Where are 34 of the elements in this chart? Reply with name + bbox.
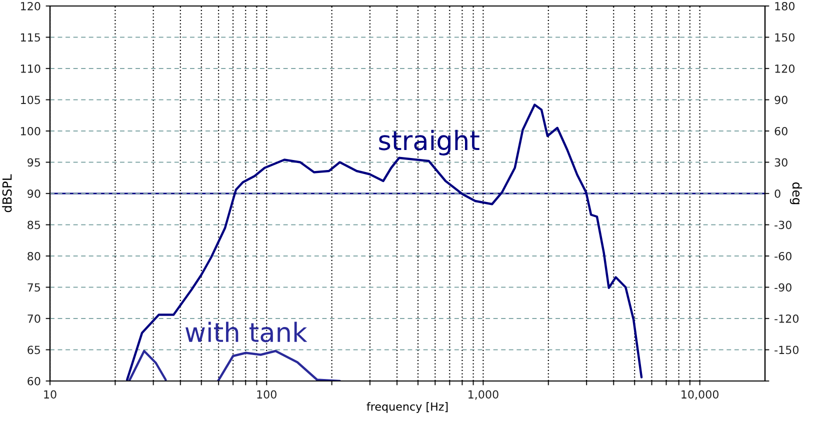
y-tick-label: 85 (28, 220, 40, 230)
y2-tick-label: -90 (774, 283, 792, 292)
y-tick-label: 75 (28, 283, 40, 292)
y2-tick-label: 120 (775, 64, 794, 73)
y-tick-label: 105 (20, 96, 40, 104)
y2-tick-label: 60 (774, 126, 788, 136)
y-axis-title: dBSPL (2, 174, 12, 212)
y2-axis-title: deg (790, 182, 802, 204)
y-tick-label: 100 (20, 126, 40, 136)
y-tick-label: 70 (28, 314, 40, 323)
y-tick-label: 60 (28, 376, 40, 386)
y-tick-label: 120 (20, 2, 40, 10)
x-axis-title: frequency [Hz] (366, 402, 448, 413)
x-tick-label: 1,000 (468, 390, 498, 400)
y-tick-label: 95 (28, 158, 40, 167)
y2-tick-label: 30 (774, 158, 788, 167)
x-tick-label: 10,000 (682, 390, 718, 400)
y-tick-label: 90 (28, 189, 40, 198)
y2-tick-label: -150 (774, 346, 799, 354)
series-label: straight (379, 130, 480, 156)
y2-tick-label: 180 (775, 2, 794, 10)
series-label: with tank (186, 322, 308, 342)
y-tick-label: 110 (20, 64, 40, 73)
y2-tick-label: -120 (774, 314, 799, 323)
y2-tick-label: 150 (775, 33, 794, 42)
y2-tick-label: 0 (774, 189, 780, 198)
y-tick-label: 115 (20, 33, 40, 42)
y2-tick-label: -30 (774, 220, 792, 230)
y2-tick-label: 90 (774, 96, 788, 104)
y-tick-label: 65 (28, 346, 40, 354)
x-tick-label: 10 (44, 390, 56, 399)
x-tick-label: 100 (257, 390, 276, 399)
y2-tick-label: -60 (774, 252, 792, 260)
y-tick-label: 80 (28, 252, 40, 260)
